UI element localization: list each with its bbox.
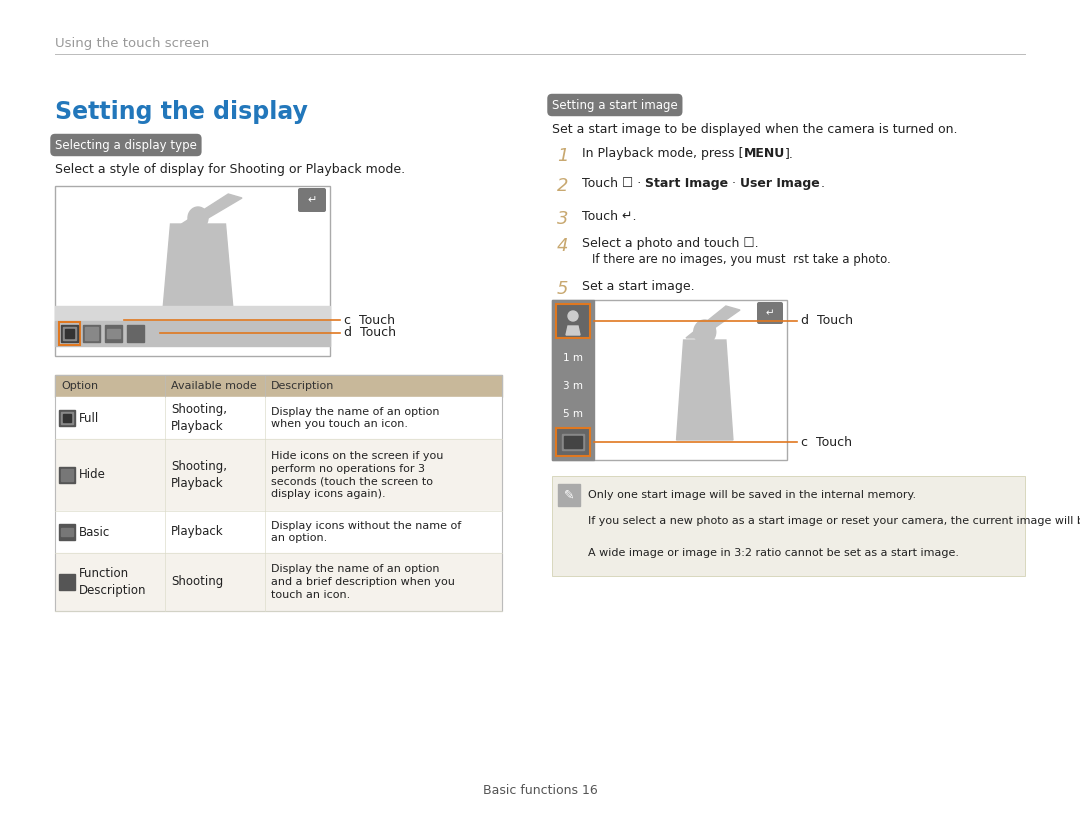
Text: MENU: MENU [743, 147, 785, 160]
Text: 3: 3 [557, 210, 568, 228]
Text: Select a style of display for Shooting or Playback mode.: Select a style of display for Shooting o… [55, 163, 405, 176]
FancyBboxPatch shape [556, 304, 590, 338]
Text: In Playback mode, press [: In Playback mode, press [ [582, 147, 743, 160]
Bar [65, 329, 75, 338]
Text: 3 m: 3 m [563, 381, 583, 391]
Bar [562, 434, 584, 450]
Text: Hide: Hide [79, 469, 106, 482]
Polygon shape [566, 326, 580, 335]
Bar [564, 436, 582, 448]
Bar [55, 306, 330, 334]
Text: If there are no images, you must  rst take a photo.: If there are no images, you must rst tak… [592, 253, 891, 266]
Text: User Image: User Image [741, 177, 820, 190]
Bar [63, 327, 76, 340]
Text: Function
Description: Function Description [79, 567, 147, 597]
FancyBboxPatch shape [556, 428, 590, 456]
Text: Touch ☐ ·: Touch ☐ · [582, 177, 645, 190]
Text: ↵: ↵ [308, 195, 316, 205]
Text: Setting the display: Setting the display [55, 100, 308, 124]
Text: 5: 5 [557, 280, 568, 298]
Bar [558, 484, 580, 506]
Text: ✎: ✎ [564, 488, 575, 501]
Text: Option: Option [60, 381, 98, 391]
Bar [59, 410, 75, 426]
Ellipse shape [568, 311, 578, 321]
Text: Using the touch screen: Using the touch screen [55, 37, 210, 51]
Bar [55, 375, 502, 397]
FancyBboxPatch shape [757, 302, 783, 324]
Text: c  Touch: c Touch [345, 314, 395, 327]
Bar [107, 329, 120, 338]
Bar [552, 300, 594, 460]
Text: Start Image: Start Image [645, 177, 728, 190]
FancyBboxPatch shape [55, 186, 330, 356]
Text: Available mode: Available mode [171, 381, 257, 391]
Text: If you select a new photo as a start image or reset your camera, the current ima: If you select a new photo as a start ima… [588, 516, 1080, 526]
Bar [60, 412, 73, 424]
Text: 5 m: 5 m [563, 409, 583, 419]
Bar [83, 325, 100, 342]
Ellipse shape [188, 207, 208, 229]
Polygon shape [676, 340, 733, 440]
Ellipse shape [693, 320, 716, 344]
Text: Display the name of an option
and a brief description when you
touch an icon.: Display the name of an option and a brie… [271, 564, 455, 600]
Bar [63, 414, 71, 422]
Text: d  Touch: d Touch [345, 327, 396, 340]
Text: A wide image or image in 3:2 ratio cannot be set as a start image.: A wide image or image in 3:2 ratio canno… [588, 548, 959, 558]
Text: 1: 1 [557, 147, 568, 165]
Polygon shape [181, 194, 242, 224]
Bar [55, 553, 502, 611]
Text: Set a start image to be displayed when the camera is turned on.: Set a start image to be displayed when t… [552, 123, 958, 136]
Text: Basic: Basic [79, 526, 110, 539]
Text: Shooting,
Playback: Shooting, Playback [171, 403, 227, 433]
Text: ·: · [728, 177, 741, 190]
Polygon shape [162, 224, 233, 318]
Text: ].: ]. [785, 147, 794, 160]
Bar [55, 511, 502, 553]
Text: 1 m: 1 m [563, 353, 583, 363]
Text: Display icons without the name of
an option.: Display icons without the name of an opt… [271, 521, 461, 544]
Text: d  Touch: d Touch [801, 315, 853, 328]
FancyBboxPatch shape [552, 476, 1025, 576]
Text: Only one start image will be saved in the internal memory.: Only one start image will be saved in th… [588, 490, 916, 500]
FancyBboxPatch shape [552, 300, 787, 460]
Text: Display the name of an option
when you touch an icon.: Display the name of an option when you t… [271, 407, 440, 430]
Bar [55, 397, 502, 439]
Bar [60, 325, 78, 342]
Bar [60, 528, 73, 536]
Bar [55, 375, 502, 611]
Bar [85, 327, 98, 340]
Polygon shape [686, 306, 740, 338]
Text: c  Touch: c Touch [801, 435, 852, 448]
Text: 4: 4 [557, 237, 568, 255]
Text: Shooting,
Playback: Shooting, Playback [171, 460, 227, 490]
Text: Setting a start image: Setting a start image [552, 99, 678, 112]
Bar [55, 439, 502, 511]
Text: 2: 2 [557, 177, 568, 195]
Text: Hide icons on the screen if you
perform no operations for 3
seconds (touch the s: Hide icons on the screen if you perform … [271, 451, 444, 500]
Text: Playback: Playback [171, 526, 224, 539]
Text: Shooting: Shooting [171, 575, 224, 588]
Bar [60, 469, 73, 481]
Text: Description: Description [271, 381, 335, 391]
Text: Select a photo and touch ☐.: Select a photo and touch ☐. [582, 237, 758, 250]
Bar [127, 325, 144, 342]
Text: ↵: ↵ [766, 308, 774, 318]
Bar [59, 524, 75, 540]
Text: Selecting a display type: Selecting a display type [55, 139, 197, 152]
Text: .: . [820, 177, 824, 190]
Text: Set a start image.: Set a start image. [582, 280, 694, 293]
Text: Full: Full [79, 412, 99, 425]
FancyBboxPatch shape [298, 188, 326, 212]
Bar [59, 467, 75, 483]
Bar [105, 325, 122, 342]
Bar [55, 321, 330, 346]
Bar [59, 574, 75, 590]
Text: Touch ↵.: Touch ↵. [582, 210, 636, 223]
Text: Basic functions 16: Basic functions 16 [483, 783, 597, 796]
